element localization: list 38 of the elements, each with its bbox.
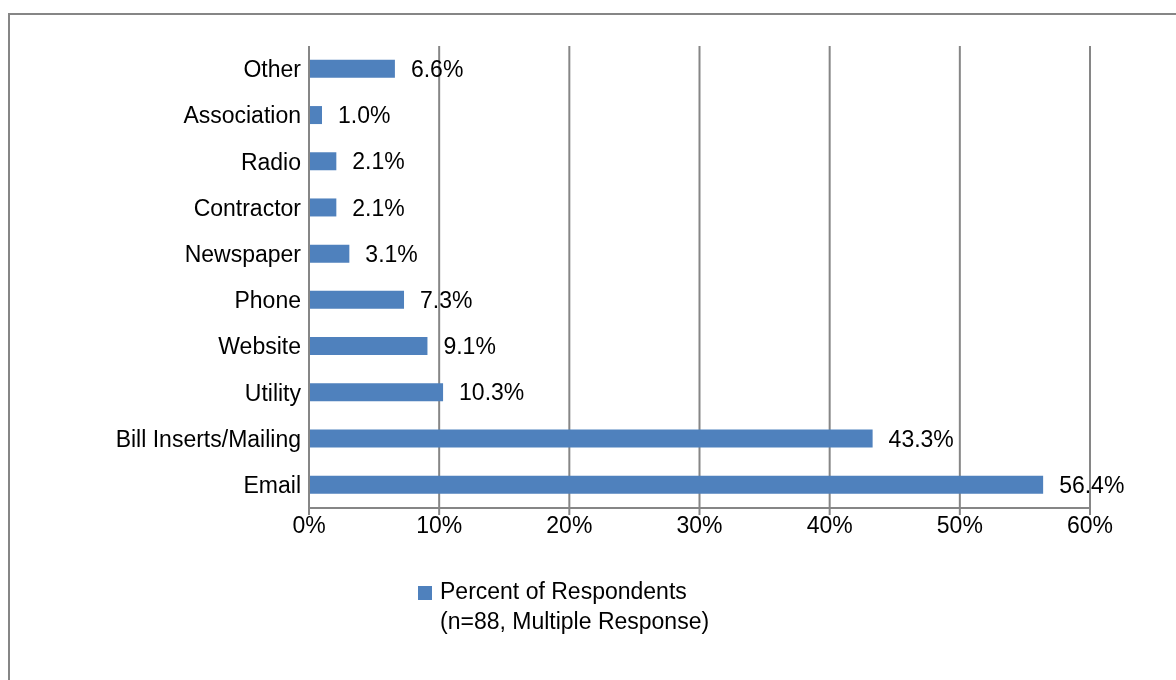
- y-tick-label: Phone: [234, 287, 301, 314]
- x-tick-label: 30%: [676, 512, 723, 539]
- bar: [309, 383, 444, 402]
- bar: [309, 198, 337, 217]
- y-tick-label: Newspaper: [184, 241, 302, 268]
- bar: [309, 152, 337, 171]
- legend-label: Percent of Respondents (n=88, Multiple Response): [440, 577, 710, 636]
- bar: [309, 337, 428, 356]
- data-label: 43.3%: [888, 425, 954, 452]
- bar: [309, 429, 873, 448]
- y-tick-label: Website: [218, 333, 301, 360]
- x-tick-label: 40%: [806, 512, 853, 539]
- x-tick-label: 60%: [1066, 512, 1114, 539]
- data-label: 3.1%: [365, 240, 418, 267]
- x-tick-label: 50%: [936, 512, 983, 539]
- y-tick-label: Radio: [240, 148, 301, 175]
- bar: [309, 475, 1044, 494]
- data-label: 1.0%: [338, 102, 391, 129]
- bar: [309, 59, 395, 78]
- x-tick-label: 20%: [546, 512, 593, 539]
- data-label: 2.1%: [352, 194, 405, 221]
- y-tick-label: Other: [243, 56, 302, 83]
- data-label: 6.6%: [410, 56, 464, 83]
- data-label: 56.4%: [1059, 471, 1125, 498]
- bar: [309, 290, 405, 309]
- data-label: 10.3%: [459, 379, 525, 406]
- y-tick-label: Email: [243, 472, 301, 499]
- data-label: 9.1%: [443, 333, 496, 360]
- data-label: 2.1%: [352, 148, 405, 175]
- y-tick-label: Association: [183, 102, 301, 129]
- y-tick-label: Bill Inserts/Mailing: [115, 425, 301, 452]
- x-tick-label: 0%: [292, 512, 326, 539]
- y-tick-label: Utility: [244, 379, 302, 406]
- data-label: 7.3%: [420, 287, 473, 314]
- y-tick-label: Contractor: [193, 194, 302, 221]
- bar: [309, 244, 350, 263]
- x-tick-label: 10%: [416, 512, 463, 539]
- bar: [309, 106, 323, 125]
